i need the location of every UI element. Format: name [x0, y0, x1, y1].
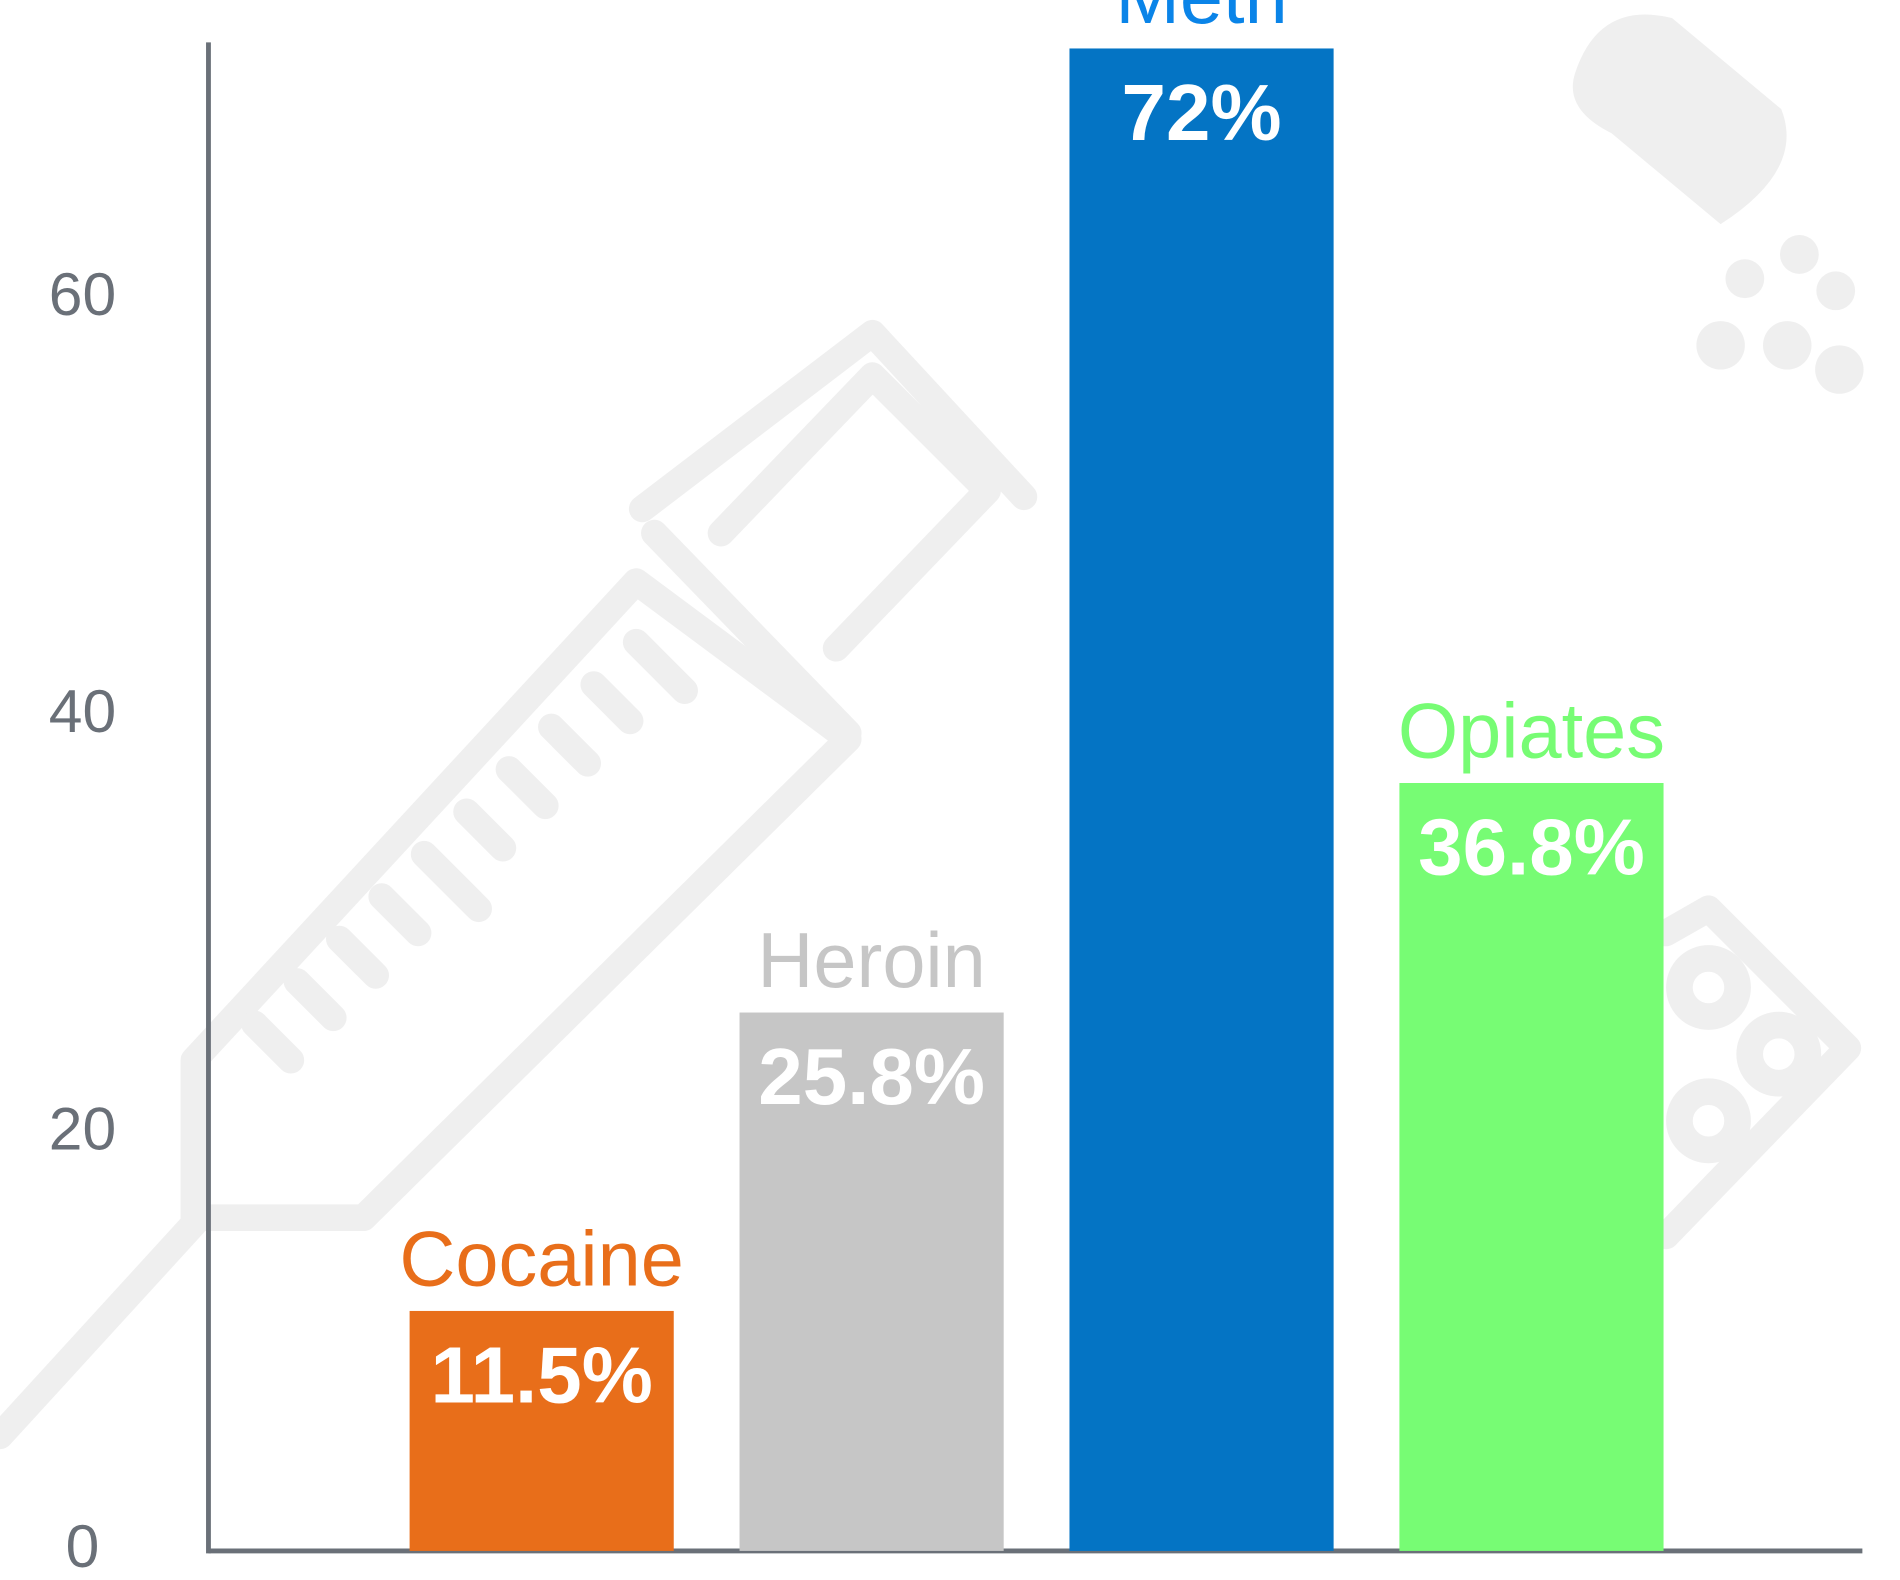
chart: 0 20 40 60 Cocaine 11.5% Heroin 25.8% Meth 72% Opi…	[0, 0, 1900, 1580]
y-tick-label: 40	[49, 677, 116, 745]
bar	[1399, 783, 1663, 1551]
value-label: 72%	[1122, 68, 1282, 157]
y-tick-label: 0	[66, 1512, 100, 1580]
category-label: Meth	[1115, 0, 1287, 40]
y-tick-label: 60	[49, 260, 116, 328]
value-label: 36.8%	[1418, 802, 1645, 891]
value-label: 25.8%	[758, 1032, 985, 1121]
category-label: Opiates	[1398, 688, 1665, 774]
y-tick-label: 20	[49, 1095, 116, 1163]
category-label: Heroin	[757, 918, 985, 1004]
category-label: Cocaine	[399, 1216, 683, 1302]
value-label: 11.5%	[431, 1330, 653, 1419]
bar	[1069, 48, 1333, 1550]
